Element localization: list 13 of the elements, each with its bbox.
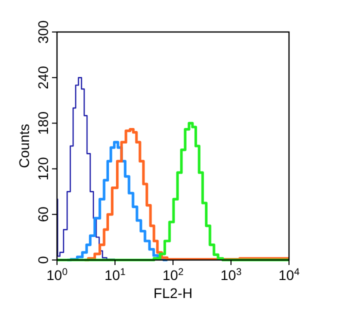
x-tick-label: 10$^{4}$	[278, 266, 300, 283]
y-tick-label: 0	[35, 256, 51, 264]
y-tick-label: 180	[35, 111, 51, 135]
x-tick-label: 10$^{1}$	[104, 266, 126, 283]
x-axis-title: FL2-H	[154, 285, 192, 301]
y-tick-label: 120	[35, 156, 51, 180]
y-axis-title: Counts	[16, 124, 32, 168]
y-tick-label: 60	[35, 206, 51, 222]
x-tick-label: 10$^{0}$	[46, 266, 68, 283]
y-tick-label: 300	[35, 20, 51, 44]
x-tick-label: 10$^{3}$	[220, 266, 242, 283]
y-tick-label: 240	[35, 66, 51, 90]
x-tick-label: 10$^{2}$	[162, 266, 184, 283]
